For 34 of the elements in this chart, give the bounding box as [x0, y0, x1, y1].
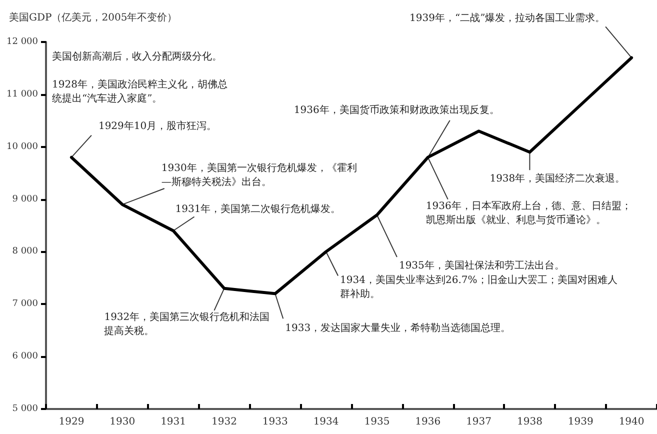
y-tick-label: 12 000 [6, 37, 38, 47]
x-tick-label: 1934 [313, 416, 339, 428]
x-tick-label: 1930 [110, 416, 136, 428]
annotation: 1930年，美国第一次银行危机爆发，《霍利—斯穆特关税法》出台。 [161, 162, 357, 188]
y-tick-label: 9 000 [12, 194, 38, 204]
annotation: 1932年，美国第三次银行危机和法国提高关税。 [104, 310, 270, 337]
x-tick-label: 1937 [466, 416, 492, 428]
x-tick-label: 1939 [568, 416, 594, 428]
x-tick-label: 1933 [262, 416, 288, 428]
annotation: 1938年，美国经济二次衰退。 [490, 172, 626, 185]
x-tick-label: 1931 [160, 416, 186, 428]
x-tick-label: 1938 [516, 416, 542, 428]
x-tick-label: 1936 [415, 416, 441, 428]
x-tick-label: 1929 [58, 416, 84, 428]
annotation: 1939年，“二战”爆发，拉动各国工业需求。 [410, 12, 606, 24]
y-tick-label: 7 000 [12, 299, 38, 310]
y-tick-label: 6 000 [12, 352, 38, 362]
y-tick-label: 8 000 [12, 246, 38, 257]
annotation: 1929年10月，股市狂泻。 [98, 120, 217, 132]
annotation: 1934，美国失业率达到26.7%；旧金山大罢工；美国对困难人群补助。 [340, 274, 618, 300]
y-tick-label: 5 000 [12, 404, 38, 414]
annotation: 1931年，美国第二次银行危机爆发。 [175, 203, 341, 216]
x-tick-label: 1935 [364, 416, 390, 428]
annotation: 1935年，美国社保法和劳工法出台。 [398, 260, 564, 272]
x-tick-label: 1940 [618, 416, 644, 428]
y-tick-label: 11 000 [6, 89, 38, 100]
annotation: 1936年，美国货币政策和财政政策出现反复。 [294, 104, 500, 116]
annotation: 1936年，日本军政府上台，德、意、日结盟；凯恩斯出版《就业、利息与货币通论》。 [426, 200, 632, 226]
x-tick-label: 1932 [211, 416, 237, 428]
y-axis-title: 美国GDP（亿美元，2005年不变价） [9, 12, 178, 24]
annotation: 1933，发达国家大量失业，希特勒当选德国总理。 [285, 322, 511, 334]
annotation: 美国创新高潮后，收入分配两级分化。 [52, 50, 222, 62]
annotation: 1928年，美国政治民粹主义化，胡佛总统提出“汽车进入家庭”。 [52, 78, 228, 104]
y-tick-label: 10 000 [6, 142, 38, 152]
